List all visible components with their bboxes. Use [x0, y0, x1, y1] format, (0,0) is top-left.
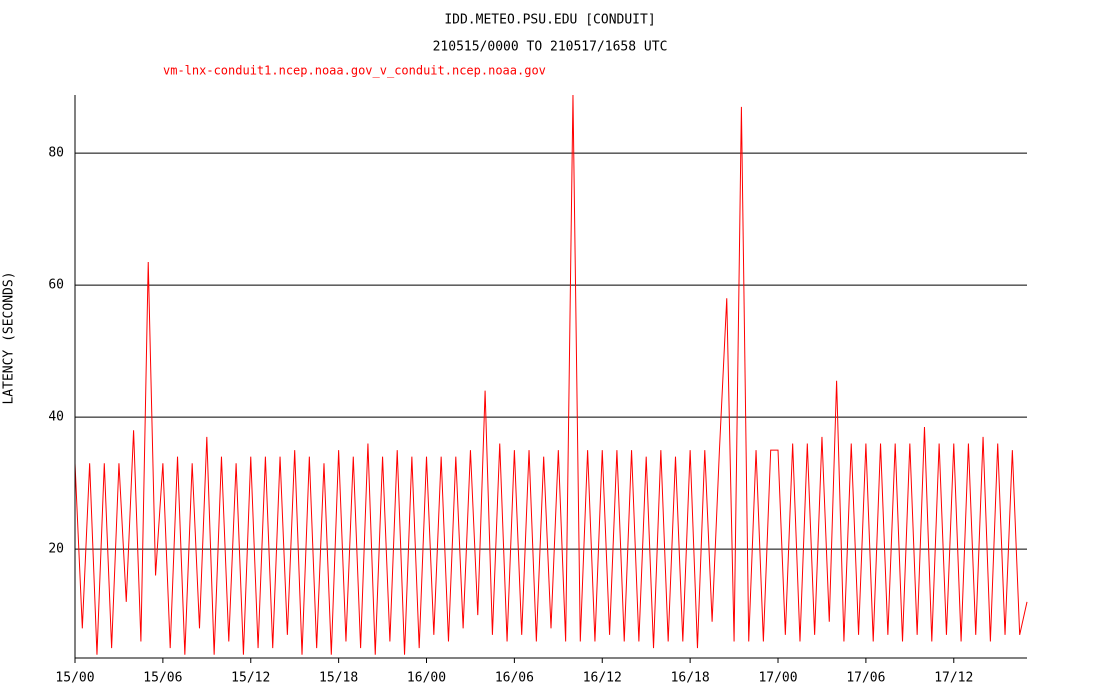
y-tick-label: 60 [48, 278, 64, 293]
y-tick-label: 20 [48, 542, 64, 557]
x-tick-label: 15/00 [55, 671, 94, 686]
y-axis-label: LATENCY (SECONDS) [2, 271, 17, 404]
data-line [74, 94, 1028, 655]
chart-subtitle: 210515/0000 TO 210517/1658 UTC [433, 40, 668, 55]
x-tick-label: 15/06 [143, 671, 182, 686]
chart-title: IDD.METEO.PSU.EDU [CONDUIT] [444, 13, 655, 28]
x-tick-label: 17/12 [934, 671, 973, 686]
x-tick-label: 16/06 [495, 671, 534, 686]
x-tick-label: 17/00 [758, 671, 797, 686]
x-tick-label: 15/18 [319, 671, 358, 686]
x-tick-label: 16/12 [583, 671, 622, 686]
x-tick-label: 16/00 [407, 671, 446, 686]
legend-entry: vm-lnx-conduit1.ncep.noaa.gov_v_conduit.… [163, 64, 546, 78]
x-tick-label: 16/18 [671, 671, 710, 686]
y-tick-label: 80 [48, 146, 64, 161]
y-tick-label: 40 [48, 410, 64, 425]
x-tick-label: 17/06 [846, 671, 885, 686]
x-tick-label: 15/12 [231, 671, 270, 686]
